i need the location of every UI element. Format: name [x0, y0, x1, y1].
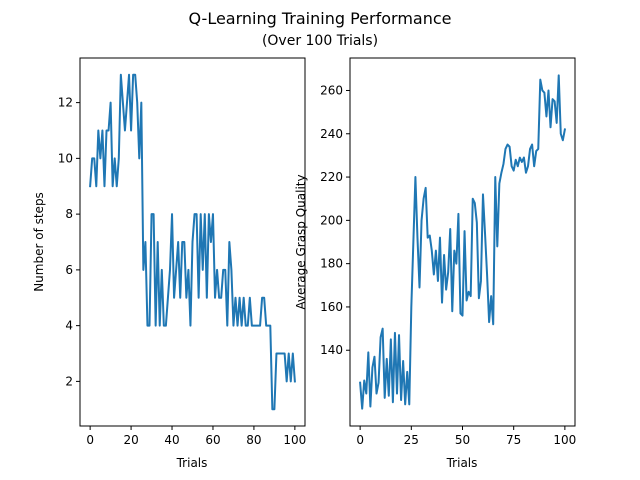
steps-chart-marks	[89, 73, 296, 411]
steps-chart-y-tick-label: 2	[65, 374, 73, 388]
grasp-quality-chart-x-label: Trials	[446, 456, 478, 470]
grasp-quality-chart-marks	[359, 74, 567, 410]
steps-chart-x-tick-label: 0	[86, 433, 94, 447]
steps-chart-y-tick-label: 10	[58, 151, 73, 165]
grasp-quality-chart-y-tick-label: 180	[320, 257, 343, 271]
steps-chart-y-tick-label: 4	[65, 319, 73, 333]
grasp-quality-chart-y-tick-label: 160	[320, 300, 343, 314]
steps-chart-x-ticks: 0 20 40 60 80 100	[86, 426, 306, 447]
steps-chart-frame	[79, 57, 306, 427]
grasp-quality-chart-series-line-0	[359, 74, 567, 410]
grasp-quality-chart-y-tick-label: 220	[320, 170, 343, 184]
steps-chart-x-tick-label: 40	[164, 433, 179, 447]
steps-chart-series-line-0	[89, 73, 296, 411]
steps-chart-x-tick-label: 80	[246, 433, 261, 447]
steps-chart-y-label: Number of steps	[32, 192, 46, 292]
grasp-quality-chart-y-label: Average Grasp Quality	[294, 174, 308, 309]
grasp-quality-chart-x-tick-label: 0	[356, 433, 364, 447]
grasp-quality-chart-x-tick-label: 25	[404, 433, 419, 447]
grasp-quality-chart-y-tick-label: 140	[320, 343, 343, 357]
grasp-quality-chart-y-ticks: 140 160 180 200 220 240 260	[320, 83, 350, 357]
steps-chart: 0 20 40 60 80 100 2 4 6 8 10 12 Trials Number of s…	[32, 57, 306, 470]
grasp-quality-chart-x-tick-label: 100	[553, 433, 576, 447]
steps-chart-y-tick-label: 6	[65, 263, 73, 277]
steps-chart-y-tick-label: 12	[58, 96, 73, 110]
steps-chart-x-tick-label: 60	[205, 433, 220, 447]
grasp-quality-chart-x-tick-label: 50	[455, 433, 470, 447]
grasp-quality-chart-y-tick-label: 260	[320, 83, 343, 97]
steps-chart-y-tick-label: 8	[65, 207, 73, 221]
grasp-quality-chart-y-tick-label: 240	[320, 127, 343, 141]
grasp-quality-chart-x-ticks: 0 25 50 75 100	[356, 426, 576, 447]
grasp-quality-chart-y-tick-label: 200	[320, 213, 343, 227]
steps-chart-x-tick-label: 20	[123, 433, 138, 447]
steps-chart-x-label: Trials	[176, 456, 208, 470]
grasp-quality-chart-x-tick-label: 75	[506, 433, 521, 447]
steps-chart-y-ticks: 2 4 6 8 10 12	[58, 96, 80, 388]
figure-title: Q-Learning Training Performance	[189, 9, 452, 28]
figure-subtitle: (Over 100 Trials)	[262, 33, 378, 49]
steps-chart-x-tick-label: 100	[283, 433, 306, 447]
